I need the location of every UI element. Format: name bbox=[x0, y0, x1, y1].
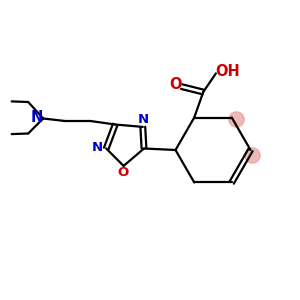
Text: O: O bbox=[117, 166, 128, 179]
Text: O: O bbox=[169, 77, 181, 92]
Text: N: N bbox=[92, 141, 103, 154]
Text: N: N bbox=[31, 110, 43, 125]
Text: N: N bbox=[138, 113, 149, 126]
Text: OH: OH bbox=[215, 64, 240, 79]
